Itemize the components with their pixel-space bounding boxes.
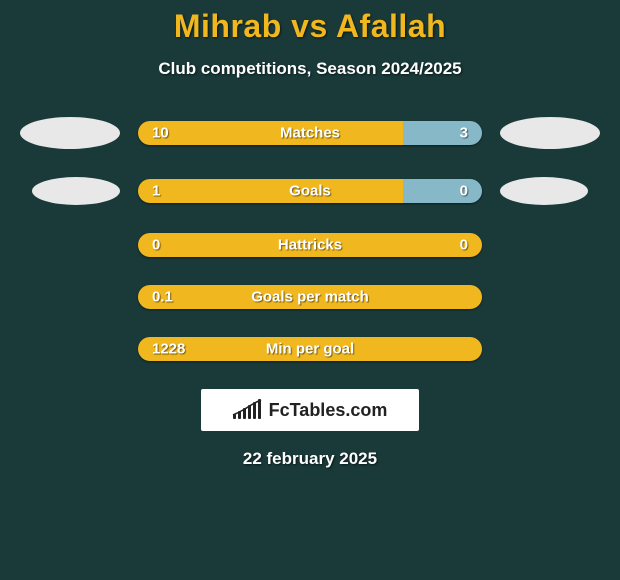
bar-right-fill	[403, 179, 482, 203]
stat-right-value: 0	[460, 237, 468, 254]
stat-left-value: 0	[152, 237, 160, 254]
brand-bar-segment	[258, 399, 261, 419]
stat-row: 0.1 Goals per match	[0, 285, 620, 309]
player-left-badge	[32, 177, 120, 205]
brand-text: FcTables.com	[269, 400, 388, 421]
stat-bar: 1228 Min per goal	[138, 337, 482, 361]
brand-bar-segment	[248, 405, 251, 419]
comparison-card: Mihrab vs Afallah Club competitions, Sea…	[0, 0, 620, 469]
date-label: 22 february 2025	[0, 449, 620, 469]
stat-label: Goals per match	[251, 289, 369, 306]
page-title: Mihrab vs Afallah	[0, 8, 620, 45]
stat-right-value: 0	[460, 183, 468, 200]
stat-label: Min per goal	[266, 341, 354, 358]
brand-badge[interactable]: FcTables.com	[201, 389, 419, 431]
brand-bar-segment	[238, 411, 241, 419]
stat-bar: 10 Matches 3	[138, 121, 482, 145]
stat-left-value: 10	[152, 125, 169, 142]
bar-left-fill	[138, 179, 403, 203]
player-left-badge	[20, 117, 120, 149]
player-right-badge	[500, 117, 600, 149]
stat-label: Goals	[289, 183, 331, 200]
player-right-badge	[500, 177, 588, 205]
brand-chart-icon	[233, 401, 261, 419]
stat-left-value: 0.1	[152, 289, 173, 306]
bar-right-fill	[403, 121, 482, 145]
stat-row: 0 Hattricks 0	[0, 233, 620, 257]
stat-label: Matches	[280, 125, 340, 142]
brand-bar-segment	[233, 414, 236, 419]
page-subtitle: Club competitions, Season 2024/2025	[0, 59, 620, 79]
stat-row: 1228 Min per goal	[0, 337, 620, 361]
stats-list: 10 Matches 3 1 Goals 0 0 Hattricks 0 0.1 Goals per…	[0, 117, 620, 361]
brand-bar-segment	[243, 408, 246, 419]
stat-left-value: 1	[152, 183, 160, 200]
bar-left-fill	[138, 121, 403, 145]
stat-label: Hattricks	[278, 237, 342, 254]
stat-bar: 0 Hattricks 0	[138, 233, 482, 257]
stat-right-value: 3	[460, 125, 468, 142]
stat-bar: 0.1 Goals per match	[138, 285, 482, 309]
brand-bar-segment	[253, 402, 256, 419]
stat-row: 10 Matches 3	[0, 117, 620, 149]
stat-left-value: 1228	[152, 341, 185, 358]
stat-row: 1 Goals 0	[0, 177, 620, 205]
stat-bar: 1 Goals 0	[138, 179, 482, 203]
